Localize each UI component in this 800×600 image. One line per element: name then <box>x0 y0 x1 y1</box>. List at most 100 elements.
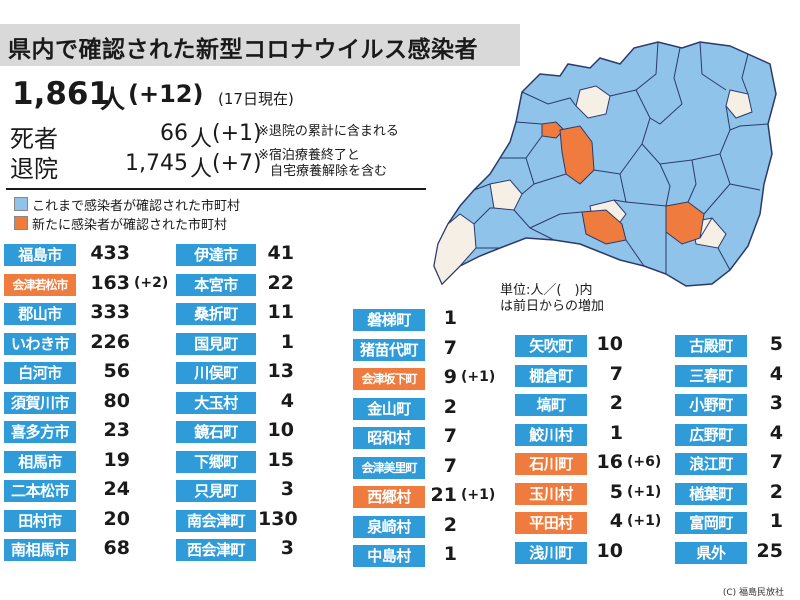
discharged-note-2: 自宅療養解除を含む <box>270 164 388 179</box>
municipality-name: 福島市 <box>4 244 76 266</box>
municipality-name: 郡山市 <box>4 303 76 325</box>
municipality-row: 浅川町 10 <box>515 540 677 564</box>
municipality-count: 1 <box>609 422 623 444</box>
municipality-count: 1 <box>769 510 783 532</box>
municipality-name: 三春町 <box>675 365 747 387</box>
legend-swatch-new <box>14 216 28 230</box>
municipality-name: 二本松市 <box>4 480 76 502</box>
discharged-diff: (+7) <box>212 151 262 176</box>
municipality-count: 226 <box>90 331 130 353</box>
municipality-row: 矢吹町 10 <box>515 333 677 357</box>
municipality-row: 楢葉町 2 <box>675 481 800 505</box>
municipality-row: 小野町 3 <box>675 392 800 416</box>
municipality-row: 郡山市 333 <box>4 301 184 325</box>
title-bar <box>0 24 520 66</box>
municipality-name: 南会津町 <box>176 510 256 532</box>
municipality-name: 矢吹町 <box>515 335 587 357</box>
municipality-count: 4 <box>280 390 294 412</box>
municipality-row: いわき市 226 <box>4 331 184 355</box>
municipality-row: 泉崎村 2 <box>353 514 511 538</box>
municipality-count: 68 <box>103 537 130 559</box>
municipality-row: 平田村 4 (+1) <box>515 510 677 534</box>
municipality-row: 棚倉町 7 <box>515 363 677 387</box>
municipality-count: 2 <box>443 514 457 536</box>
municipality-name: 浅川町 <box>515 542 587 564</box>
municipality-count: 22 <box>267 272 294 294</box>
municipality-row: 昭和村 7 <box>353 425 511 449</box>
municipality-name: 小野町 <box>675 394 747 416</box>
municipality-row: 本宮市 22 <box>176 272 348 296</box>
municipality-count: 23 <box>103 419 130 441</box>
municipality-row: 大玉村 4 <box>176 390 348 414</box>
municipality-count: 130 <box>258 508 298 530</box>
municipality-count: 4 <box>769 363 783 385</box>
municipality-count: 7 <box>443 455 457 477</box>
total-count: 1,861 <box>12 76 111 112</box>
municipality-count: 4 <box>609 510 623 532</box>
divider <box>6 188 426 190</box>
municipality-row: 会津美里町 7 <box>353 455 511 479</box>
municipality-count: 5 <box>609 481 623 503</box>
municipality-name: 本宮市 <box>176 274 256 296</box>
municipality-row: 会津若松市 163 (+2) <box>4 272 184 296</box>
municipality-row: 鮫川村 1 <box>515 422 677 446</box>
municipality-name: 猪苗代町 <box>353 339 425 361</box>
municipality-count: 41 <box>267 242 294 264</box>
municipality-count: 20 <box>103 508 130 530</box>
municipality-name: 磐梯町 <box>353 309 425 331</box>
municipality-count: 433 <box>90 242 130 264</box>
prefecture-shape <box>433 41 777 287</box>
muni-new-2 <box>559 125 595 185</box>
discharged-note-1: ※宿泊療養終了と <box>258 148 360 163</box>
municipality-name: 下郷町 <box>176 451 256 473</box>
municipality-row: 塙町 2 <box>515 392 677 416</box>
municipality-row: 西会津町 3 <box>176 537 348 561</box>
municipality-name: 浪江町 <box>675 453 747 475</box>
municipality-count: 3 <box>769 392 783 414</box>
municipality-row: 石川町 16 (+6) <box>515 451 677 475</box>
municipality-row: 桑折町 11 <box>176 301 348 325</box>
municipality-diff: (+1) <box>461 487 496 503</box>
fukushima-map <box>433 41 777 287</box>
total-unit: 人 <box>100 85 126 114</box>
municipality-count: 3 <box>280 478 294 500</box>
municipality-count: 2 <box>609 392 623 414</box>
municipality-row: 相馬市 19 <box>4 449 184 473</box>
municipality-name: 西郷村 <box>353 486 425 508</box>
municipality-count: 10 <box>596 333 623 355</box>
municipality-count: 9 <box>443 366 457 388</box>
municipality-count: 7 <box>769 451 783 473</box>
municipality-row: 中島村 1 <box>353 543 511 567</box>
municipality-name: 只見町 <box>176 480 256 502</box>
municipality-name: 古殿町 <box>675 335 747 357</box>
municipality-name: 楢葉町 <box>675 483 747 505</box>
municipality-count: 3 <box>280 537 294 559</box>
municipality-row: 福島市 433 <box>4 242 184 266</box>
municipality-row: 白河市 56 <box>4 360 184 384</box>
municipality-diff: (+1) <box>461 369 496 385</box>
muni-no-case-1 <box>433 213 477 285</box>
municipality-count: 16 <box>596 451 623 473</box>
legend-confirmed: これまで感染者が確認された市町村 <box>32 199 241 214</box>
muni-no-case-3 <box>725 89 753 119</box>
municipality-name: 西会津町 <box>176 539 256 561</box>
unit-note-line2: は前日からの増加 <box>500 299 605 314</box>
municipality-name: 喜多方市 <box>4 421 76 443</box>
discharged-unit: 人 <box>190 157 213 182</box>
credit: (C) 福島民放社 <box>722 588 784 598</box>
muni-no-case-5 <box>489 179 523 211</box>
municipality-count: 80 <box>103 390 130 412</box>
municipality-diff: (+2) <box>134 275 169 291</box>
municipality-count: 1 <box>280 331 294 353</box>
municipality-name: 昭和村 <box>353 427 425 449</box>
municipality-count: 7 <box>609 363 623 385</box>
municipality-row: 下郷町 15 <box>176 449 348 473</box>
municipality-name: 川俣町 <box>176 362 256 384</box>
municipality-row: 西郷村 21 (+1) <box>353 484 511 508</box>
municipality-row: 田村市 20 <box>4 508 184 532</box>
municipality-name: 田村市 <box>4 510 76 532</box>
page-title: 県内で確認された新型コロナウイルス感染者 <box>8 37 478 63</box>
municipality-count: 2 <box>769 481 783 503</box>
municipality-row: 只見町 3 <box>176 478 348 502</box>
municipality-name: 石川町 <box>515 453 587 475</box>
